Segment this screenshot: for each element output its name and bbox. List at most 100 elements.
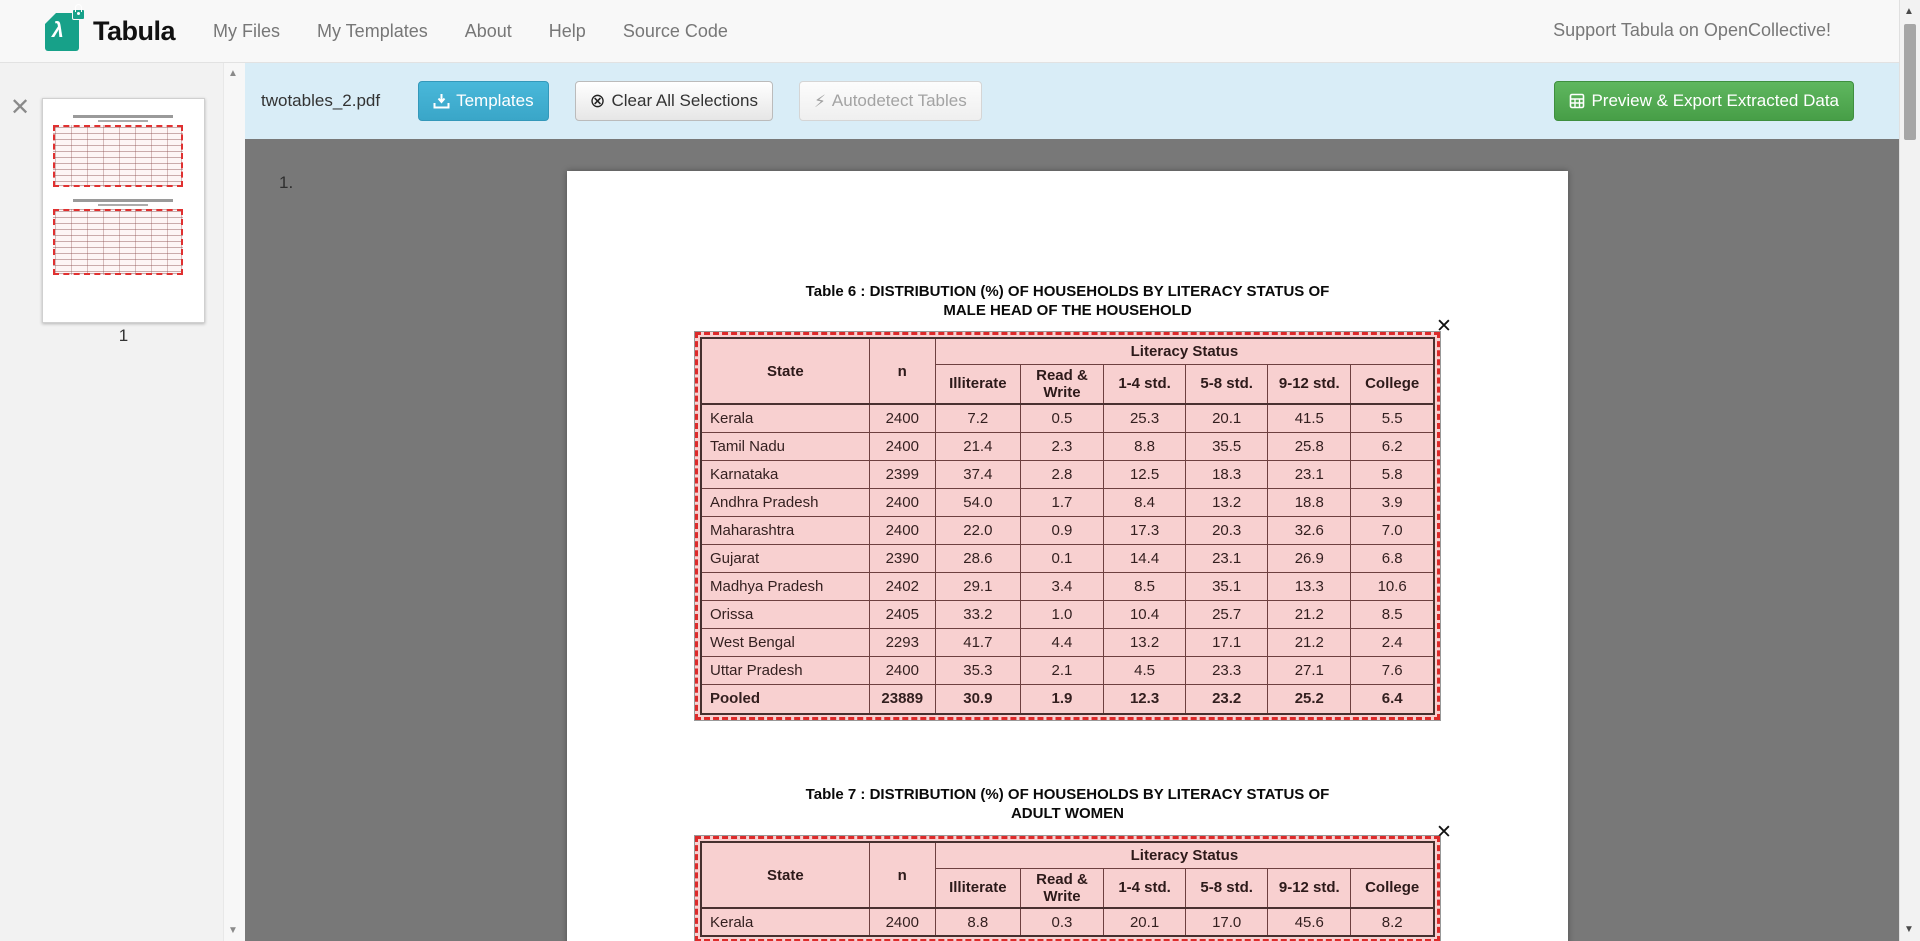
- value-cell: 25.3: [1103, 403, 1187, 433]
- close-selection-1-icon[interactable]: ✕: [1436, 316, 1452, 337]
- value-cell: 20.3: [1185, 515, 1269, 545]
- value-cell: 21.4: [934, 431, 1021, 461]
- table-row: Gujarat 2390 28.6 0.1 14.4 23.1 26.9 6.8: [700, 543, 1435, 573]
- value-cell: 20.1: [1103, 907, 1187, 937]
- col-header-n: n: [868, 337, 936, 405]
- col-header: 1-4 std.: [1103, 363, 1187, 405]
- scroll-down-icon[interactable]: ▼: [1904, 924, 1914, 935]
- value-cell: 21.2: [1267, 627, 1352, 657]
- value-cell: 10.4: [1103, 599, 1187, 629]
- table-row: Kerala 2400 7.2 0.5 25.3 20.1 41.5 5.5: [700, 403, 1435, 433]
- value-cell: 25.7: [1185, 599, 1269, 629]
- value-cell: 41.7: [934, 627, 1021, 657]
- scroll-down-icon[interactable]: ▼: [228, 925, 238, 936]
- document-filename: twotables_2.pdf: [261, 91, 381, 110]
- value-cell: 13.2: [1185, 487, 1269, 517]
- autodetect-tables-button[interactable]: ⚡ Autodetect Tables: [798, 81, 982, 121]
- value-cell: 17.3: [1103, 515, 1187, 545]
- sidebar-scrollbar[interactable]: ▲ ▼: [223, 63, 245, 941]
- page-scrollbar[interactable]: ▲ ▼: [1899, 0, 1920, 941]
- thumbnail-page-number: 1: [118, 326, 129, 345]
- value-cell: 3.4: [1019, 571, 1105, 601]
- page-thumbnail[interactable]: [42, 98, 205, 323]
- nav-menu: My Files My Templates About Help Source …: [213, 21, 765, 42]
- value-cell: 5.5: [1350, 403, 1435, 433]
- value-cell: 2400: [868, 655, 936, 685]
- brand-home-link[interactable]: λ Tabula: [45, 4, 176, 51]
- pdf-page[interactable]: Table 6 : DISTRIBUTION (%) OF HOUSEHOLDS…: [567, 171, 1568, 941]
- col-header-group: Literacy Status: [934, 841, 1435, 869]
- value-cell: 20.1: [1185, 403, 1269, 433]
- value-cell: 28.6: [934, 543, 1021, 573]
- thumbnail-selection-1: [53, 125, 183, 187]
- value-cell: 23889: [868, 683, 936, 715]
- col-header: Read & Write: [1019, 867, 1105, 909]
- value-cell: 8.4: [1103, 487, 1187, 517]
- value-cell: 23.3: [1185, 655, 1269, 685]
- value-cell: 12.3: [1103, 683, 1187, 715]
- value-cell: 8.8: [1103, 431, 1187, 461]
- state-cell: Karnataka: [700, 459, 870, 489]
- remove-page-icon[interactable]: ✕: [10, 94, 31, 121]
- state-cell: Gujarat: [700, 543, 870, 573]
- value-cell: 23.1: [1185, 543, 1269, 573]
- table-grid-icon: [1569, 93, 1585, 109]
- clear-all-selections-button[interactable]: ⊗ Clear All Selections: [574, 81, 773, 121]
- page-thumbnail-sidebar: ✕ 1 ▲ ▼: [0, 63, 245, 941]
- col-header-group: Literacy Status: [934, 337, 1435, 365]
- pdf-canvas: 1. Table 6 : DISTRIBUTION (%) OF HOUSEHO…: [245, 139, 1920, 941]
- value-cell: 2400: [868, 403, 936, 433]
- value-cell: 7.0: [1350, 515, 1435, 545]
- scrollbar-thumb[interactable]: [1904, 24, 1916, 140]
- col-header: 5-8 std.: [1185, 363, 1269, 405]
- nav-item-help[interactable]: Help: [548, 20, 586, 41]
- value-cell: 22.0: [934, 515, 1021, 545]
- selection-region-table-7[interactable]: State n Literacy Status Illiterate Read …: [695, 836, 1440, 941]
- value-cell: 6.2: [1350, 431, 1435, 461]
- nav-item-about[interactable]: About: [464, 20, 512, 41]
- value-cell: 13.3: [1267, 571, 1352, 601]
- state-cell: Orissa: [700, 599, 870, 629]
- nav-item-my-files[interactable]: My Files: [213, 20, 281, 41]
- value-cell: 2400: [868, 907, 936, 937]
- value-cell: 30.9: [934, 683, 1021, 715]
- value-cell: 32.6: [1267, 515, 1352, 545]
- state-cell: West Bengal: [700, 627, 870, 657]
- value-cell: 5.8: [1350, 459, 1435, 489]
- support-link[interactable]: Support Tabula on OpenCollective!: [1553, 20, 1831, 40]
- navbar: λ Tabula My Files My Templates About Hel…: [0, 0, 1920, 63]
- preview-export-button[interactable]: Preview & Export Extracted Data: [1554, 81, 1854, 121]
- templates-button[interactable]: Templates: [418, 81, 549, 121]
- scroll-up-icon[interactable]: ▲: [1904, 6, 1914, 17]
- table-row: Andhra Pradesh 2400 54.0 1.7 8.4 13.2 18.8 3.9: [700, 487, 1435, 517]
- value-cell: 8.2: [1350, 907, 1435, 937]
- selection-region-table-6[interactable]: State n Literacy Status Illiterate Read …: [695, 332, 1440, 720]
- table-row: Madhya Pradesh 2402 29.1 3.4 8.5 35.1 13.3 10.6: [700, 571, 1435, 601]
- value-cell: 2390: [868, 543, 936, 573]
- value-cell: 2.8: [1019, 459, 1105, 489]
- value-cell: 41.5: [1267, 403, 1352, 433]
- value-cell: 7.2: [934, 403, 1021, 433]
- table-row: West Bengal 2293 41.7 4.4 13.2 17.1 21.2 2.4: [700, 627, 1435, 657]
- table-6: State n Literacy Status Illiterate Read …: [700, 337, 1435, 715]
- state-cell: Uttar Pradesh: [700, 655, 870, 685]
- value-cell: 2400: [868, 515, 936, 545]
- thumbnail-selection-2: [53, 209, 183, 275]
- nav-item-my-templates[interactable]: My Templates: [317, 20, 428, 41]
- table-6-title: Table 6 : DISTRIBUTION (%) OF HOUSEHOLDS…: [805, 283, 1330, 319]
- col-header: Illiterate: [934, 867, 1021, 909]
- nav-item-source-code[interactable]: Source Code: [622, 20, 728, 41]
- table-7: State n Literacy Status Illiterate Read …: [700, 841, 1435, 937]
- value-cell: 6.8: [1350, 543, 1435, 573]
- value-cell: 4.4: [1019, 627, 1105, 657]
- value-cell: 2.1: [1019, 655, 1105, 685]
- col-header: Illiterate: [934, 363, 1021, 405]
- col-header: 5-8 std.: [1185, 867, 1269, 909]
- value-cell: 0.9: [1019, 515, 1105, 545]
- col-header: 1-4 std.: [1103, 867, 1187, 909]
- scroll-up-icon[interactable]: ▲: [228, 68, 238, 79]
- state-cell: Maharashtra: [700, 515, 870, 545]
- value-cell: 4.5: [1103, 655, 1187, 685]
- value-cell: 2400: [868, 487, 936, 517]
- value-cell: 6.4: [1350, 683, 1435, 715]
